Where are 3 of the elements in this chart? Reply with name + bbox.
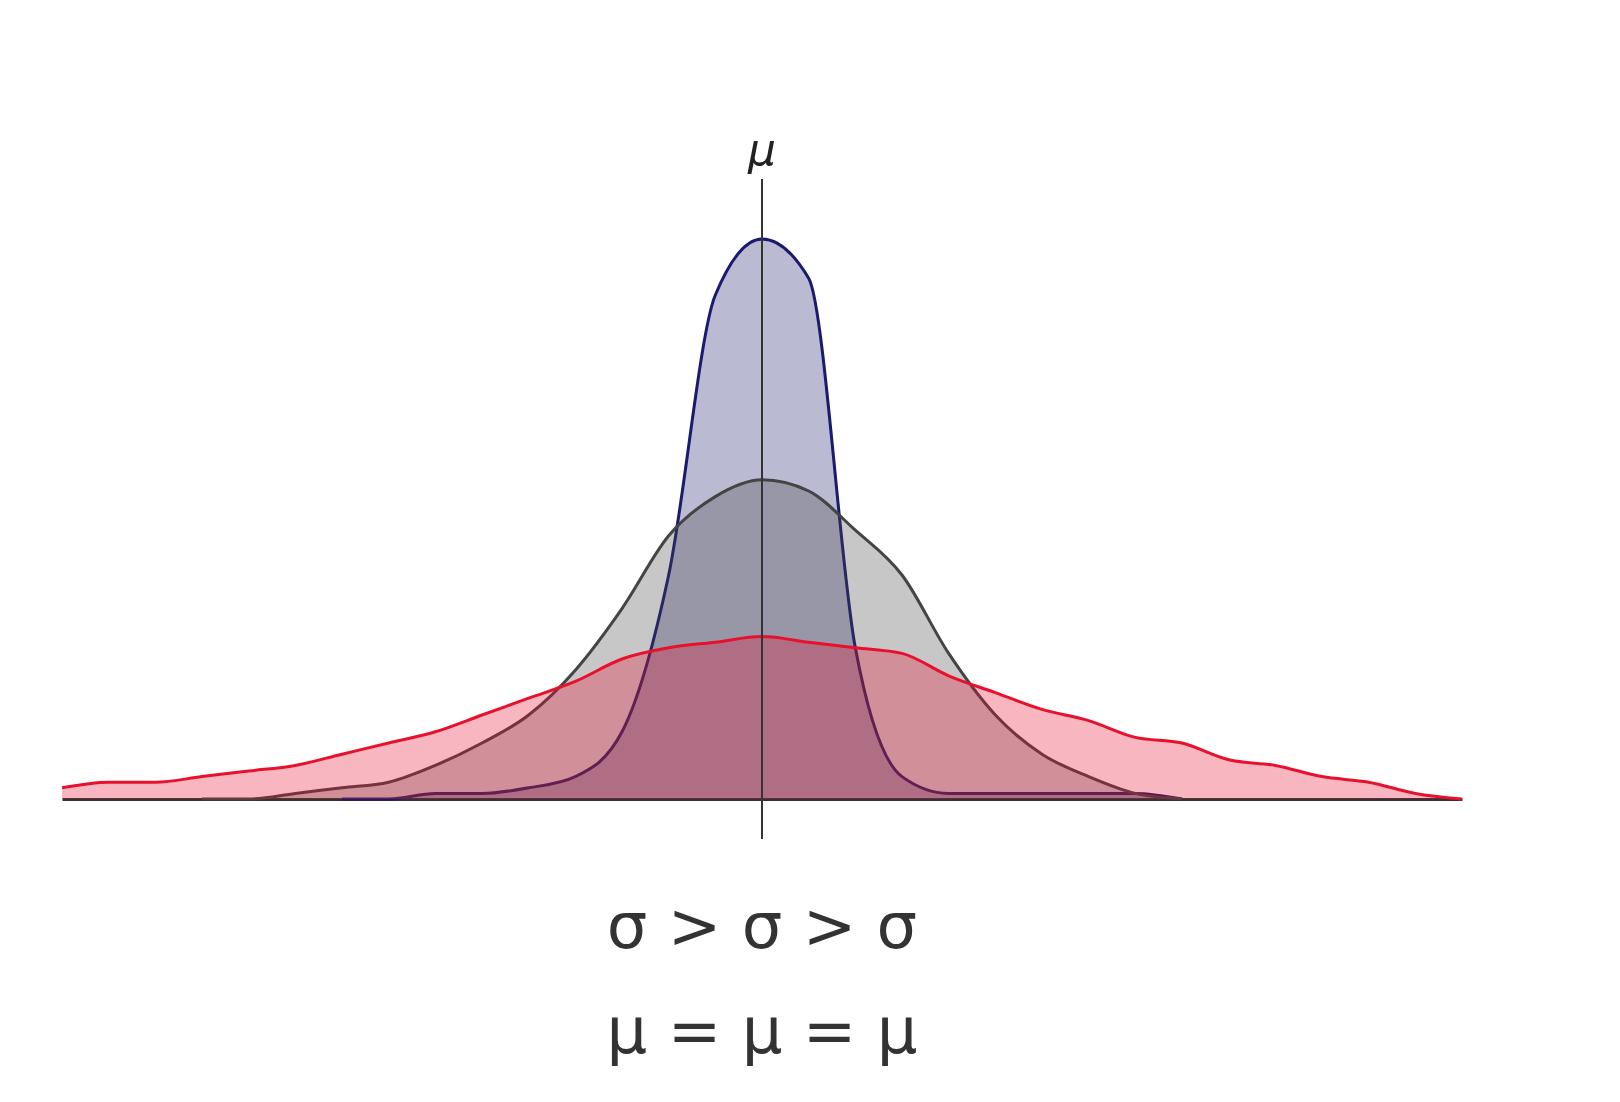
- y-axis-title: μ: [747, 124, 776, 175]
- text: μ = μ = μ: [606, 994, 918, 1068]
- text: σ > σ > σ: [606, 889, 918, 963]
